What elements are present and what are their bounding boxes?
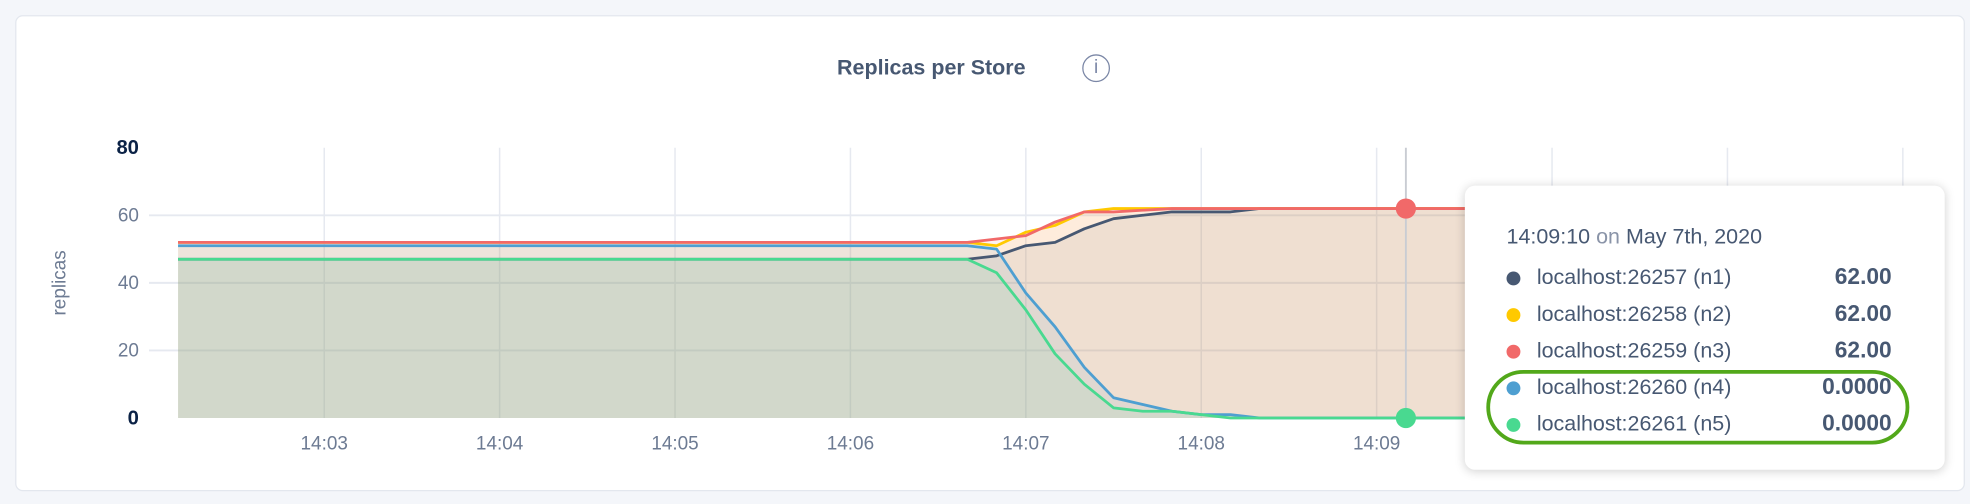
y-axis-label: replicas bbox=[50, 250, 71, 315]
series-color-dot bbox=[1506, 344, 1521, 359]
y-tick-label: 20 bbox=[118, 341, 139, 362]
series-line bbox=[178, 207, 1933, 244]
tooltip-time: 14:09:10 on May 7th, 2020 bbox=[1507, 225, 1763, 250]
y-tick-label: 80 bbox=[116, 137, 138, 159]
series-color-dot bbox=[1506, 271, 1521, 286]
x-tick-label: 14:09 bbox=[1353, 434, 1400, 455]
tooltip-series-value: 62.00 bbox=[1834, 263, 1892, 290]
x-tick-label: 14:07 bbox=[1002, 434, 1049, 455]
tooltip-on: on bbox=[1596, 224, 1620, 249]
y-tick-label: 0 bbox=[128, 407, 139, 429]
x-tick-label: 14:04 bbox=[476, 434, 523, 455]
x-tick-label: 14:05 bbox=[651, 434, 698, 455]
tooltip-row: localhost:26259 (n3) 62.00 bbox=[1506, 336, 1892, 366]
series-area bbox=[178, 245, 1933, 418]
series-area bbox=[178, 259, 1933, 418]
x-tick-label: 14:08 bbox=[1178, 434, 1225, 455]
tooltip-time-value: 14:09:10 bbox=[1506, 224, 1591, 249]
x-tick-label: 14:06 bbox=[827, 434, 874, 455]
tooltip-series-value: 62.00 bbox=[1834, 337, 1892, 363]
info-icon[interactable]: i bbox=[1082, 54, 1111, 83]
tooltip-row: localhost:26258 (n2) 62.00 bbox=[1506, 299, 1892, 329]
x-tick-label: 14:03 bbox=[301, 434, 348, 455]
hover-point bbox=[1395, 198, 1416, 219]
tooltip-series-label: localhost:26259 (n3) bbox=[1536, 338, 1732, 363]
tooltip: 14:09:10 on May 7th, 2020 localhost:2625… bbox=[1464, 185, 1945, 470]
tooltip-series-label: localhost:26260 (n4) bbox=[1536, 375, 1732, 400]
tooltip-date: May 7th, 2020 bbox=[1625, 224, 1763, 249]
series-line bbox=[178, 207, 1933, 261]
tooltip-series-label: localhost:26258 (n2) bbox=[1536, 301, 1732, 326]
tooltip-series-label: localhost:26257 (n1) bbox=[1536, 265, 1732, 290]
tooltip-series-value: 62.00 bbox=[1834, 300, 1892, 326]
hover-point bbox=[1395, 407, 1416, 429]
series-line bbox=[178, 257, 1933, 420]
series-line bbox=[178, 244, 1933, 420]
tooltip-row: localhost:26257 (n1) 62.00 bbox=[1506, 263, 1892, 293]
chart-title: Replicas per Store bbox=[837, 55, 1026, 80]
tooltip-series-label: localhost:26261 (n5) bbox=[1536, 411, 1732, 436]
series-color-dot bbox=[1506, 308, 1521, 323]
y-tick-label: 60 bbox=[118, 206, 139, 227]
y-tick-label: 40 bbox=[118, 273, 139, 294]
highlight-annotation bbox=[1486, 370, 1910, 445]
